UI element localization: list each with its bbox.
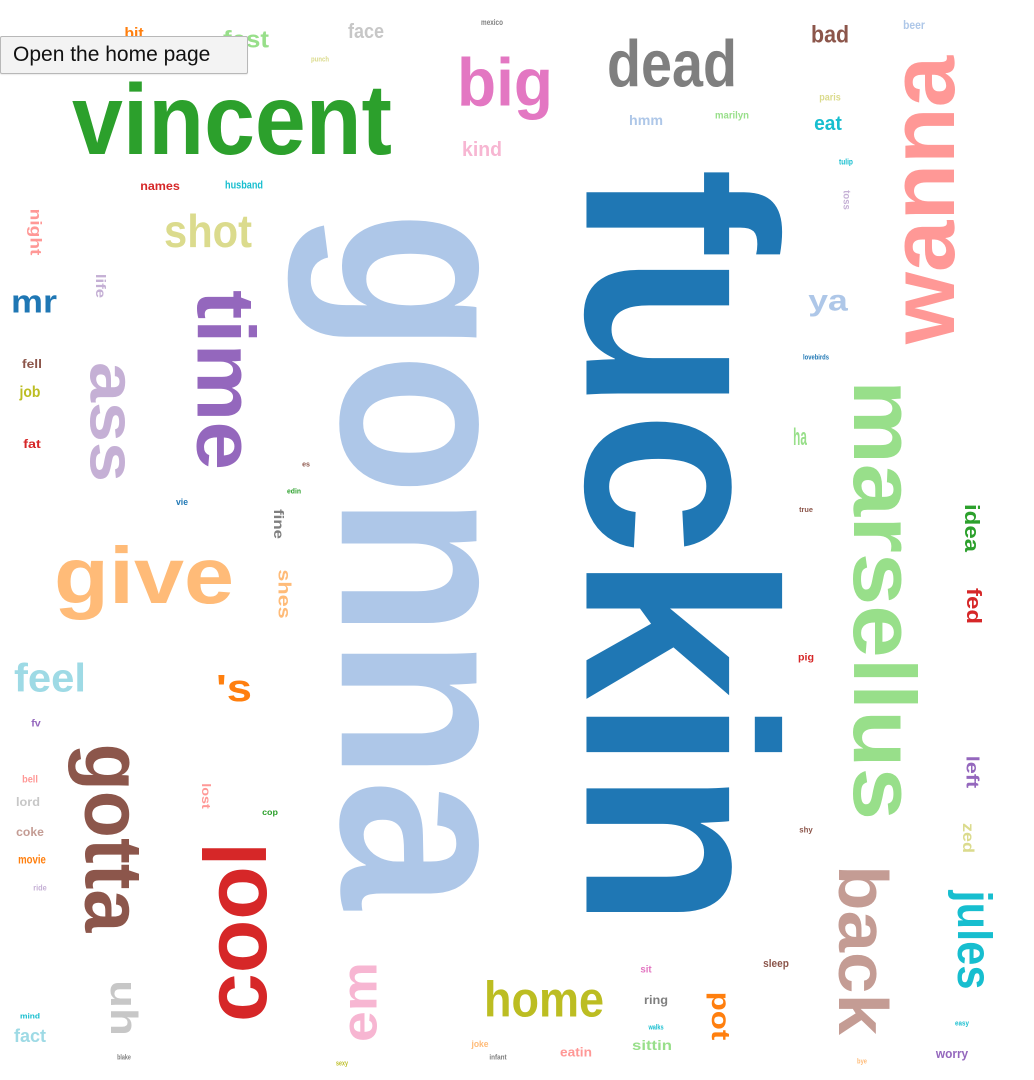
word-fine: fine bbox=[270, 509, 285, 539]
word-mr: mr bbox=[11, 284, 57, 320]
word-left: left bbox=[962, 756, 982, 789]
word-idea: idea bbox=[961, 504, 984, 553]
word-home: home bbox=[484, 972, 604, 1028]
word-lord: lord bbox=[16, 795, 40, 809]
word-ha: ha bbox=[793, 425, 807, 452]
word-sittin: sittin bbox=[632, 1038, 672, 1053]
word-face: face bbox=[348, 21, 384, 43]
word-es: es bbox=[302, 462, 310, 469]
open-home-page-button[interactable]: Open the home page bbox=[0, 36, 248, 74]
word-joke: joke bbox=[471, 1039, 489, 1049]
word-blake: blake bbox=[117, 1054, 131, 1062]
word-easy: easy bbox=[955, 1020, 969, 1027]
word-dead: dead bbox=[607, 27, 737, 100]
word-gotta: gotta bbox=[68, 744, 160, 933]
word-sexy: sexy bbox=[336, 1060, 348, 1068]
word-sleep: sleep bbox=[763, 958, 789, 971]
word-job: job bbox=[19, 383, 41, 401]
word-mind: mind bbox=[20, 1012, 40, 1020]
word-fell: fell bbox=[22, 357, 42, 371]
word-true: true bbox=[799, 506, 813, 514]
word-bye: bye bbox=[857, 1058, 867, 1066]
word-walks: walks bbox=[648, 1024, 664, 1032]
word-coke: coke bbox=[16, 825, 44, 839]
word-vie: vie bbox=[176, 497, 188, 507]
word-bell: bell bbox=[22, 774, 38, 785]
word-give: give bbox=[54, 531, 234, 620]
word-bad: bad bbox=[811, 20, 849, 47]
word-beer: beer bbox=[903, 20, 925, 33]
word-infant: infant bbox=[489, 1054, 507, 1061]
word-uh: uh bbox=[103, 980, 146, 1036]
word-mexico: mexico bbox=[481, 17, 503, 27]
word-night: night bbox=[27, 209, 45, 256]
word-pig: pig bbox=[798, 653, 814, 664]
word-jules: jules bbox=[947, 890, 1000, 990]
word-ya: ya bbox=[808, 283, 848, 317]
word-time: time bbox=[180, 290, 272, 470]
word-fact: fact bbox=[14, 1026, 46, 1046]
word-toss: toss bbox=[840, 190, 851, 210]
word-edin: edin bbox=[287, 488, 301, 495]
word-tulip: tulip bbox=[839, 157, 853, 167]
word-wanna: wanna bbox=[870, 55, 974, 345]
word-zed: zed bbox=[959, 823, 977, 853]
word-husband: husband bbox=[225, 180, 263, 192]
word-pot: pot bbox=[706, 992, 735, 1041]
word-fuckin: fuckin bbox=[529, 168, 831, 928]
word-marilyn: marilyn bbox=[715, 110, 749, 121]
word-shes: shes bbox=[274, 569, 294, 618]
word-back: back bbox=[823, 865, 900, 1036]
word-gonna: gonna bbox=[287, 211, 572, 911]
word-life: life bbox=[92, 274, 107, 299]
word-eat: eat bbox=[814, 113, 842, 135]
word-big: big bbox=[457, 44, 553, 120]
word-shot: shot bbox=[164, 206, 252, 257]
word-punch: punch bbox=[311, 56, 329, 64]
word-cool: cool bbox=[187, 842, 285, 1022]
word-em: em bbox=[332, 962, 388, 1042]
word-kind: kind bbox=[462, 139, 502, 161]
word-sit: sit bbox=[640, 964, 652, 975]
word-ring: ring bbox=[644, 993, 668, 1007]
word-feel: feel bbox=[14, 656, 86, 701]
word-shy: shy bbox=[799, 825, 813, 834]
word-lost: lost bbox=[199, 783, 213, 809]
word-hmm: hmm bbox=[629, 112, 663, 128]
word-names: names bbox=[140, 179, 180, 193]
word-marsellus: marsellus bbox=[835, 380, 933, 820]
word-ass: ass bbox=[76, 362, 147, 482]
word-worry: worry bbox=[935, 1047, 968, 1062]
word-fat: fat bbox=[23, 437, 41, 451]
word-ride: ride bbox=[33, 883, 46, 892]
word-vincent: vincent bbox=[72, 64, 392, 176]
word-eatin: eatin bbox=[560, 1045, 592, 1060]
word-cop: cop bbox=[262, 807, 278, 816]
word-movie: movie bbox=[18, 853, 46, 866]
word-paris: paris bbox=[819, 92, 841, 104]
word-s: 's bbox=[216, 667, 252, 710]
word-fed: fed bbox=[963, 588, 986, 624]
word-fv: fv bbox=[31, 719, 41, 730]
word-lovebirds: lovebirds bbox=[803, 354, 829, 362]
